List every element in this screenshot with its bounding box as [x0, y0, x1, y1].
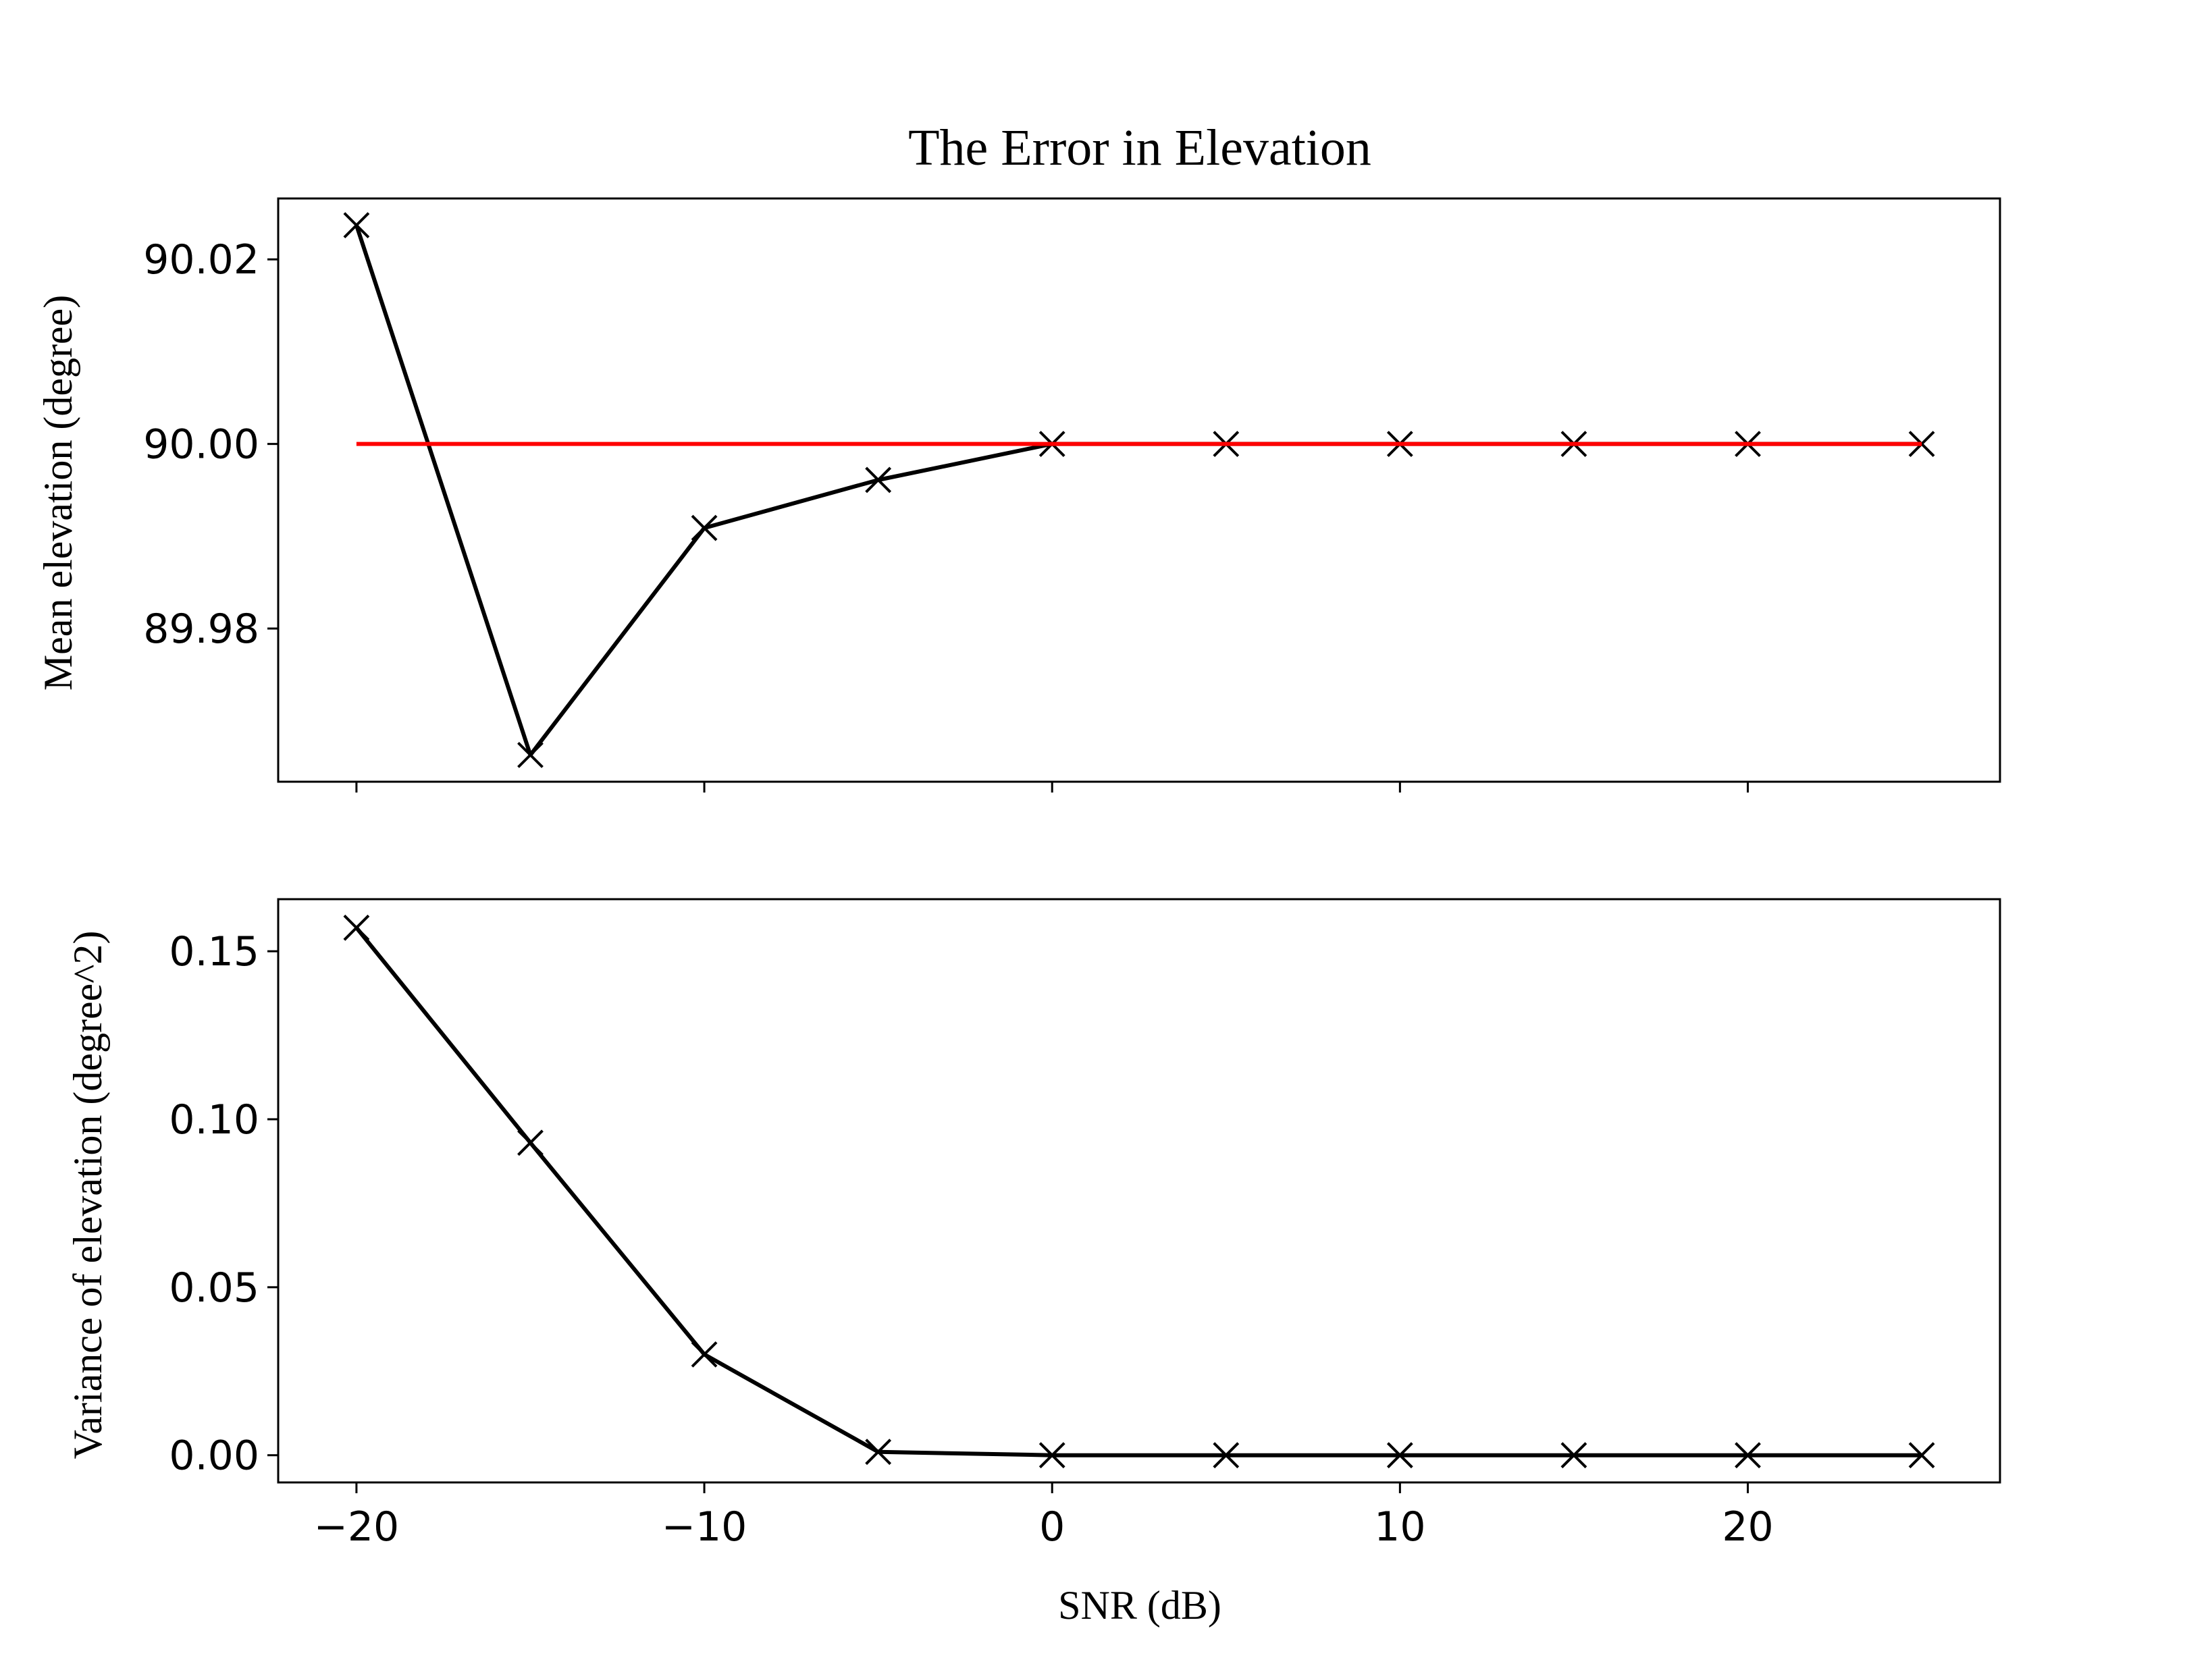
chart-title: The Error in Elevation [908, 119, 1371, 176]
x-tick-label: 10 [1374, 1503, 1425, 1551]
x-tick-label: −10 [662, 1503, 747, 1551]
bottom-series-0-marker [1560, 1442, 1587, 1469]
top-series-0-marker [691, 514, 718, 541]
bottom-series-0-marker [1908, 1442, 1935, 1469]
bottom-series-0-marker [1038, 1442, 1065, 1469]
bottom-y-tick-label: 0.15 [169, 928, 259, 975]
bottom-series-0-marker [1213, 1442, 1240, 1469]
x-axis-label: SNR (dB) [1058, 1583, 1221, 1628]
bottom-axes-frame [277, 898, 2001, 1484]
bottom-series-0-marker [517, 1129, 544, 1156]
bottom-series-0-marker [343, 914, 370, 941]
top-y-tick-label: 90.00 [143, 421, 259, 468]
bottom-series-0-line [354, 926, 1922, 1457]
bottom-series-0-marker [865, 1439, 892, 1466]
top-axes-frame [277, 197, 2001, 783]
top-y-tick-label: 90.02 [143, 236, 259, 284]
x-tick-label: 0 [1039, 1503, 1065, 1551]
x-tick-label: −20 [314, 1503, 400, 1551]
x-tick-label: 20 [1722, 1503, 1773, 1551]
top-series-0-marker [343, 212, 370, 239]
bottom-series-0-marker [1386, 1442, 1413, 1469]
top-series-0-marker [517, 741, 544, 768]
top-series-0-line [354, 224, 1922, 757]
bottom-y-tick-label: 0.10 [169, 1096, 259, 1144]
plot-layer: 89.98 90.00 90.02 0.00 0.05 0.10 0.15 −20 −10 0 10… [143, 197, 2001, 1551]
top-y-tick-label: 89.98 [143, 606, 259, 653]
top-series-0-marker [865, 466, 892, 493]
bottom-y-axis-label: Variance of elevation (degree^2) [65, 931, 110, 1459]
bottom-y-tick-label: 0.00 [169, 1432, 259, 1480]
bottom-series-0-marker [1735, 1442, 1761, 1469]
bottom-y-tick-label: 0.05 [169, 1264, 259, 1312]
top-y-axis-label: Mean elevation (degree) [36, 295, 80, 691]
bottom-series-0-marker [691, 1341, 718, 1368]
